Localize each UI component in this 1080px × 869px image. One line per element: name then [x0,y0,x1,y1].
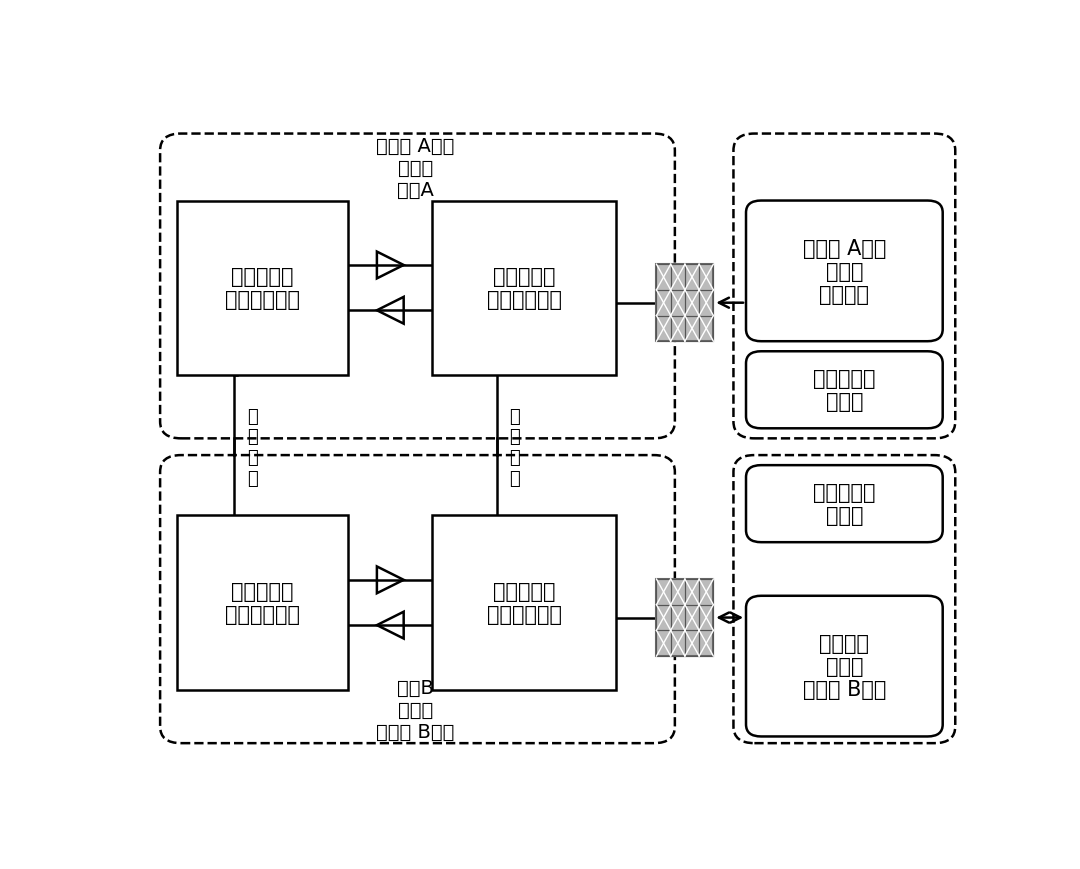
Bar [685,580,699,605]
Bar [177,202,349,375]
Bar [699,631,714,656]
Bar [671,265,685,290]
Text: 调度控制云
互联网: 调度控制云 互联网 [813,482,876,526]
Text: 调度控制云
生产控制大区: 调度控制云 生产控制大区 [225,581,300,624]
Bar [671,316,685,342]
Bar [685,265,699,290]
Bar [432,202,617,375]
Bar [699,605,714,631]
Text: 城市B
私有云
调控云 B节点: 城市B 私有云 调控云 B节点 [376,679,455,741]
Bar [685,290,699,316]
Bar [671,290,685,316]
Bar [657,580,671,605]
Text: 调度控制云
管理信息大区: 调度控制云 管理信息大区 [487,581,562,624]
Bar [699,580,714,605]
Bar [657,631,671,656]
Bar [671,605,685,631]
Bar [657,316,671,342]
Text: 调控云 A节点
私有云
城市A: 调控云 A节点 私有云 城市A [376,136,455,199]
Bar [657,605,671,631]
Bar [177,516,349,690]
Bar [685,605,699,631]
Text: 专
用
网
络: 专 用 网 络 [247,407,257,488]
Bar [657,265,714,342]
Text: 调控云 A节点
公有云
贵州站点: 调控云 A节点 公有云 贵州站点 [802,238,886,305]
Text: 调度控制云
生产控制大区: 调度控制云 生产控制大区 [225,267,300,310]
Bar [671,631,685,656]
FancyBboxPatch shape [746,202,943,342]
FancyBboxPatch shape [746,352,943,428]
Bar [657,265,671,290]
Bar [685,316,699,342]
Bar [699,290,714,316]
FancyBboxPatch shape [746,466,943,542]
Bar [432,516,617,690]
Text: 专
用
网
络: 专 用 网 络 [510,407,521,488]
Bar [685,631,699,656]
Text: 上海站点
公有云
调控云 B节点: 上海站点 公有云 调控云 B节点 [802,634,886,700]
Bar [699,316,714,342]
Bar [657,290,671,316]
FancyBboxPatch shape [746,596,943,737]
Text: 调度控制云
互联网: 调度控制云 互联网 [813,368,876,412]
Text: 调度控制云
管理信息大区: 调度控制云 管理信息大区 [487,267,562,310]
Bar [699,265,714,290]
Bar [657,580,714,656]
Bar [671,580,685,605]
